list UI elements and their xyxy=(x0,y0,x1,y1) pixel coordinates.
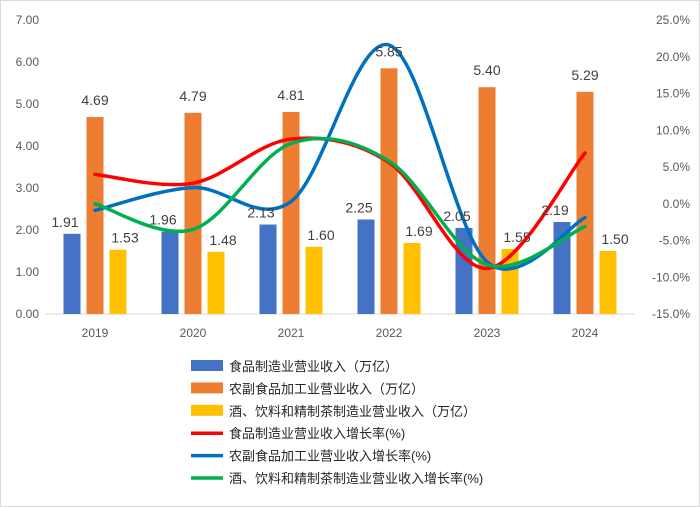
bar xyxy=(403,243,421,314)
y-left-tick-label: 6.00 xyxy=(16,55,40,69)
bar-data-label: 4.79 xyxy=(179,88,206,104)
y-right-tick-label: -5.0% xyxy=(659,234,691,248)
line-series-group xyxy=(93,43,587,271)
y-left-tick-label: 2.00 xyxy=(16,223,40,237)
bar-data-label: 2.05 xyxy=(443,208,470,224)
y-right-tick-label: 15.0% xyxy=(656,87,690,101)
axes: 0.00 1.00 2.00 3.00 4.00 5.00 6.00 7.00 -15.0% -1… xyxy=(16,13,691,340)
legend-swatch xyxy=(191,382,223,394)
y-right-tick-label: 20.0% xyxy=(656,50,690,64)
y-right-tick-label: 5.0% xyxy=(663,160,691,174)
bar xyxy=(576,91,594,314)
growth-rate-line xyxy=(93,43,587,271)
bar-data-label: 1.96 xyxy=(149,212,176,228)
y-left-tick-label: 7.00 xyxy=(16,13,40,27)
bar-series-group xyxy=(63,68,617,315)
legend-label: 食品制造业营业收入增长率(%) xyxy=(229,426,405,441)
y-left-tick-label: 4.00 xyxy=(16,139,40,153)
bar xyxy=(501,248,519,314)
bar-data-label: 2.13 xyxy=(247,205,274,221)
bar-data-label: 1.53 xyxy=(111,230,138,246)
y-left-tick-label: 5.00 xyxy=(16,97,40,111)
bar-data-label: 1.69 xyxy=(405,223,432,239)
bar xyxy=(553,222,571,314)
bar xyxy=(109,249,127,314)
legend: 食品制造业营业收入（万亿） 农副食品加工业营业收入（万亿） 酒、饮料和精制茶制造业营… xyxy=(191,359,483,486)
bar-data-label: 5.29 xyxy=(571,67,598,83)
x-tick-label: 2024 xyxy=(572,326,599,340)
y-right-tick-label: 10.0% xyxy=(656,123,690,137)
legend-label: 食品制造业营业收入（万亿） xyxy=(229,359,398,374)
legend-label: 农副食品加工业营业收入（万亿） xyxy=(229,381,424,396)
y-left-tick-label: 1.00 xyxy=(16,265,40,279)
legend-label: 农副食品加工业营业收入增长率(%) xyxy=(229,449,431,464)
bar-data-label: 5.85 xyxy=(375,43,402,59)
bar-data-label: 1.55 xyxy=(503,229,530,245)
bar-data-label: 1.48 xyxy=(209,232,236,248)
x-tick-label: 2022 xyxy=(376,326,403,340)
bar-data-label: 4.81 xyxy=(277,87,304,103)
legend-swatch xyxy=(191,360,223,371)
bar-data-label: 2.19 xyxy=(541,202,568,218)
bar-data-label: 1.60 xyxy=(307,227,334,243)
y-left-tick-label: 3.00 xyxy=(16,181,40,195)
y-right-tick-label: 25.0% xyxy=(656,13,690,27)
bar-data-label: 1.50 xyxy=(601,231,628,247)
legend-label: 酒、饮料和精制茶制造业营业收入（万亿） xyxy=(229,404,476,419)
bar xyxy=(599,251,617,314)
bar-data-label: 4.69 xyxy=(81,92,108,108)
bar xyxy=(380,68,398,314)
bar xyxy=(184,112,202,314)
bar xyxy=(357,219,375,314)
x-tick-label: 2020 xyxy=(180,326,207,340)
legend-swatch xyxy=(191,404,223,416)
bar xyxy=(207,251,225,314)
x-tick-label: 2023 xyxy=(474,326,501,340)
bar xyxy=(161,231,179,314)
bar xyxy=(305,246,323,314)
growth-rate-line xyxy=(93,136,587,269)
x-tick-label: 2021 xyxy=(278,326,305,340)
bar xyxy=(282,111,300,314)
x-tick-label: 2019 xyxy=(82,326,109,340)
y-right-tick-label: -15.0% xyxy=(652,307,690,321)
bar-data-label: 1.91 xyxy=(51,214,78,230)
y-right-tick-label: 0.0% xyxy=(663,197,691,211)
legend-label: 酒、饮料和精制茶制造业营业收入增长率(%) xyxy=(229,471,483,486)
y-left-tick-label: 0.00 xyxy=(16,307,40,321)
bar xyxy=(259,224,277,314)
bar xyxy=(86,117,104,315)
bar xyxy=(63,233,81,314)
bar xyxy=(478,87,496,314)
y-right-tick-label: -10.0% xyxy=(652,270,690,284)
bar-data-label: 2.25 xyxy=(345,200,372,216)
data-labels: 1.91 1.96 2.13 2.25 2.05 2.19 4.69 4.79 4.81 5.85… xyxy=(51,43,628,248)
bar xyxy=(455,227,473,314)
bar-data-label: 5.40 xyxy=(473,62,500,78)
